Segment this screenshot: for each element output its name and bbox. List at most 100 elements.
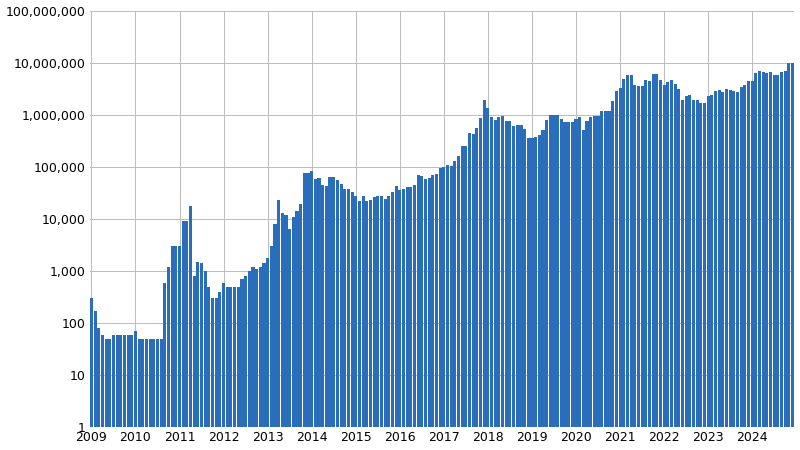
Bar <box>648 81 651 450</box>
Bar <box>498 117 501 450</box>
Bar <box>618 88 622 450</box>
Bar <box>285 215 287 450</box>
Bar <box>450 166 453 450</box>
Bar <box>417 175 420 450</box>
Bar <box>703 104 706 450</box>
Bar <box>512 126 515 450</box>
Bar <box>196 262 199 450</box>
Bar <box>468 133 471 450</box>
Bar <box>655 74 658 450</box>
Bar <box>769 72 772 450</box>
Bar <box>688 95 691 450</box>
Bar <box>545 120 548 450</box>
Bar <box>615 91 618 450</box>
Bar <box>776 75 779 450</box>
Bar <box>600 111 603 450</box>
Bar <box>145 339 148 450</box>
Bar <box>570 122 574 450</box>
Bar <box>362 196 365 450</box>
Bar <box>706 96 710 450</box>
Bar <box>674 84 677 450</box>
Bar <box>292 217 295 450</box>
Bar <box>186 221 189 450</box>
Bar <box>542 130 545 450</box>
Bar <box>490 117 493 450</box>
Bar <box>710 95 714 450</box>
Bar <box>94 311 97 450</box>
Bar <box>339 184 342 450</box>
Bar <box>222 283 225 450</box>
Bar <box>281 213 284 450</box>
Bar <box>722 92 725 450</box>
Bar <box>563 122 566 450</box>
Bar <box>123 335 126 450</box>
Bar <box>787 63 790 450</box>
Bar <box>248 271 251 450</box>
Bar <box>112 335 115 450</box>
Bar <box>692 99 695 450</box>
Bar <box>101 335 104 450</box>
Bar <box>431 175 434 450</box>
Bar <box>574 119 578 450</box>
Bar <box>505 121 508 450</box>
Bar <box>274 224 277 450</box>
Bar <box>126 335 130 450</box>
Bar <box>387 197 390 450</box>
Bar <box>678 89 680 450</box>
Bar <box>424 180 427 450</box>
Bar <box>729 90 732 450</box>
Bar <box>299 204 302 450</box>
Bar <box>438 168 442 450</box>
Bar <box>255 269 258 450</box>
Bar <box>160 339 162 450</box>
Bar <box>366 201 368 450</box>
Bar <box>288 229 291 450</box>
Bar <box>662 85 666 450</box>
Bar <box>556 115 559 450</box>
Bar <box>681 100 684 450</box>
Bar <box>98 328 100 450</box>
Bar <box>277 200 280 450</box>
Bar <box>670 80 673 450</box>
Bar <box>240 279 243 450</box>
Bar <box>696 99 698 450</box>
Bar <box>586 121 589 450</box>
Bar <box>310 171 314 450</box>
Bar <box>501 117 504 450</box>
Bar <box>604 111 607 450</box>
Bar <box>736 92 739 450</box>
Bar <box>336 180 339 450</box>
Bar <box>472 135 474 450</box>
Bar <box>391 192 394 450</box>
Bar <box>410 187 412 450</box>
Bar <box>454 161 457 450</box>
Bar <box>178 246 181 450</box>
Bar <box>685 96 688 450</box>
Bar <box>115 335 118 450</box>
Bar <box>189 206 192 450</box>
Bar <box>149 339 152 450</box>
Bar <box>523 129 526 450</box>
Bar <box>354 197 358 450</box>
Bar <box>666 81 670 450</box>
Bar <box>394 186 398 450</box>
Bar <box>402 189 405 450</box>
Bar <box>758 71 761 450</box>
Bar <box>376 196 379 450</box>
Bar <box>343 189 346 450</box>
Bar <box>420 176 423 450</box>
Bar <box>332 177 335 450</box>
Bar <box>211 298 214 450</box>
Bar <box>549 115 552 450</box>
Bar <box>204 271 206 450</box>
Bar <box>784 71 787 450</box>
Bar <box>791 63 794 450</box>
Bar <box>732 90 735 450</box>
Bar <box>230 287 233 450</box>
Bar <box>163 283 166 450</box>
Bar <box>516 125 519 450</box>
Bar <box>725 90 728 450</box>
Bar <box>530 138 534 450</box>
Bar <box>486 108 490 450</box>
Bar <box>226 287 229 450</box>
